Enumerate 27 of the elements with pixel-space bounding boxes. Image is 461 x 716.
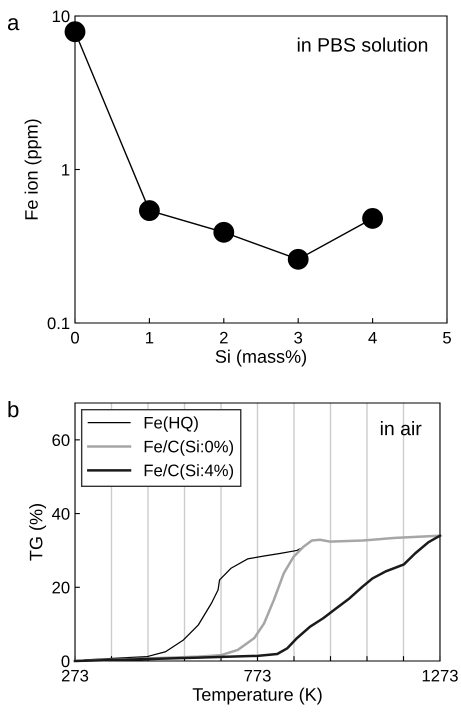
x-axis-title: Si (mass%) — [216, 350, 306, 366]
x-tick-label: 773 — [244, 670, 271, 682]
x-tick-label: 0 — [71, 332, 79, 344]
legend-label: Fe/C(Si:4%) — [144, 464, 234, 480]
y-tick-label: 1 — [62, 164, 70, 176]
y-tick-label: 0 — [62, 655, 70, 668]
legend-label: Fe/C(Si:0%) — [144, 440, 234, 456]
y-tick-label: 40 — [52, 508, 70, 520]
x-tick-label: 3 — [294, 332, 302, 344]
x-tick-label: 5 — [443, 332, 451, 344]
x-tick-label: 2 — [220, 332, 228, 344]
annotation: in air — [380, 421, 422, 436]
y-axis-title: Fe ion (ppm) — [24, 119, 42, 220]
y-tick-label: 20 — [52, 582, 70, 594]
y-tick-label: 60 — [52, 434, 70, 446]
y-axis-title: TG (%) — [29, 504, 46, 561]
x-tick-label: 1273 — [422, 670, 458, 682]
x-axis-title: Temperature (K) — [192, 688, 322, 704]
x-tick-label: 273 — [62, 670, 88, 682]
legend-label: Fe(HQ) — [144, 416, 198, 432]
text: a — [8, 18, 20, 30]
annotation: in PBS solution — [298, 37, 428, 52]
text: b — [8, 401, 18, 418]
y-tick-label: 10 — [52, 10, 70, 22]
y-tick-label: 0.1 — [48, 317, 70, 330]
x-tick-label: 4 — [368, 332, 377, 344]
x-tick-label: 1 — [146, 332, 154, 344]
